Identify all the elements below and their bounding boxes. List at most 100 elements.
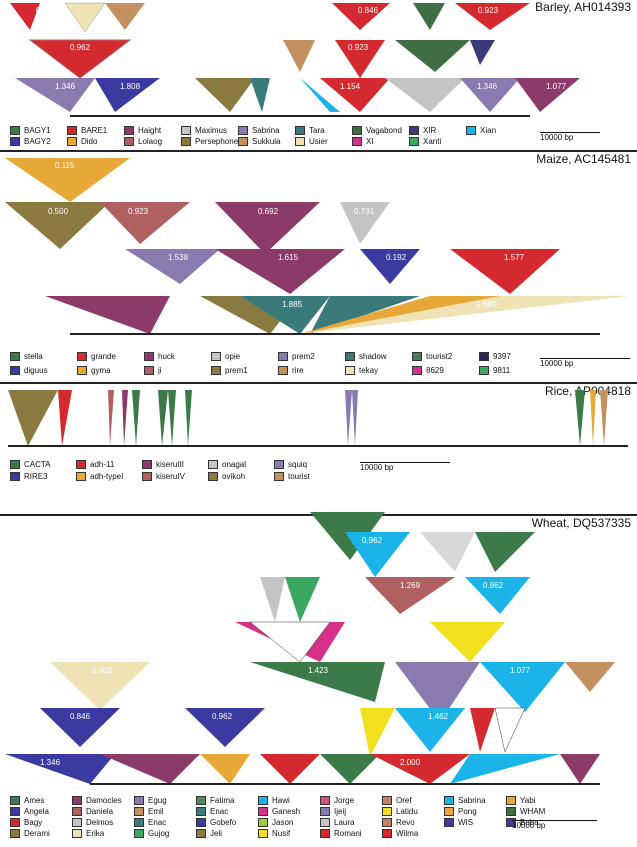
legend-swatch	[409, 126, 419, 136]
wheat-te-diagram: 0.962 1.269 0.962 1.000 1.423 1.077 0.84…	[5, 512, 615, 785]
legend-swatch	[211, 352, 221, 362]
legend-label: Jorge	[334, 796, 355, 805]
legend-swatch	[479, 366, 489, 376]
legend-label: ovikoh	[222, 472, 246, 481]
legend-item: kiseruIV	[142, 472, 185, 482]
svg-text:1.154: 1.154	[340, 82, 361, 91]
legend-item: Gujog	[134, 829, 169, 839]
legend-label: Jeli	[210, 829, 223, 838]
legend-swatch	[211, 366, 221, 376]
legend-item: BAGY1	[10, 126, 51, 136]
legend-label: tourist	[288, 472, 310, 481]
legend-swatch	[124, 126, 134, 136]
legend-label: Erika	[86, 829, 105, 838]
svg-text:0.962: 0.962	[483, 581, 504, 590]
legend-item: Nusif	[258, 829, 290, 839]
legend-swatch	[144, 352, 154, 362]
wheat-legend: Ames Damocles Egug Fatima Hawi Jorge Oref Sabri…	[10, 796, 550, 844]
legend-label: Ijeij	[334, 807, 347, 816]
legend-swatch	[382, 796, 392, 806]
legend-item: 9811	[479, 366, 510, 376]
legend-item: Romani	[320, 829, 362, 839]
legend-swatch	[134, 829, 144, 839]
legend-swatch	[77, 366, 87, 376]
legend-label: stella	[24, 352, 43, 361]
svg-text:0.923: 0.923	[478, 6, 499, 15]
svg-text:1.346: 1.346	[477, 82, 498, 91]
legend-swatch	[208, 460, 218, 470]
svg-text:1.577: 1.577	[504, 253, 525, 262]
legend-swatch	[506, 796, 516, 806]
wheat-panel: Wheat, DQ537335 0.962 1.269 0.	[0, 512, 637, 847]
scale-bar	[540, 350, 630, 359]
legend-label: Emil	[148, 807, 164, 816]
legend-item: opie	[211, 352, 240, 362]
legend-item: Pong	[444, 807, 477, 817]
legend-label: Boba	[520, 818, 539, 827]
legend-swatch	[258, 829, 268, 839]
barley-panel: Barley, AH014393 0.923 0.846 0.923 0.962…	[0, 0, 637, 150]
legend-label: RIRE3	[24, 472, 48, 481]
legend-item: Ganesh	[258, 807, 300, 817]
legend-swatch	[412, 352, 422, 362]
legend-swatch	[208, 472, 218, 482]
legend-label: 8629	[426, 366, 444, 375]
legend-label: Daniela	[86, 807, 114, 816]
legend-label: Revo	[396, 818, 415, 827]
legend-swatch	[352, 137, 362, 147]
legend-label: shadow	[359, 352, 387, 361]
legend-item: Lolaog	[124, 137, 162, 147]
maize-scale: 10000 bp	[540, 350, 630, 368]
legend-item: Boba	[506, 818, 539, 828]
legend-item: prem1	[211, 366, 248, 376]
svg-text:0.923: 0.923	[128, 207, 149, 216]
legend-item: Xian	[466, 126, 496, 136]
legend-item: squiq	[274, 460, 307, 470]
legend-swatch	[479, 352, 489, 362]
svg-text:0.500: 0.500	[48, 207, 69, 216]
legend-item: Oref	[382, 796, 412, 806]
legend-label: Jason	[272, 818, 294, 827]
legend-swatch	[10, 126, 20, 136]
svg-text:0.962: 0.962	[212, 712, 233, 721]
legend-label: Maximus	[195, 126, 228, 135]
legend-swatch	[258, 807, 268, 817]
legend-item: shadow	[345, 352, 387, 362]
legend-label: prem2	[292, 352, 315, 361]
rice-te-diagram	[8, 390, 628, 447]
legend-label: Ganesh	[272, 807, 301, 816]
legend-item: Ijeij	[320, 807, 346, 817]
legend-label: Hawi	[272, 796, 290, 805]
legend-swatch	[320, 829, 330, 839]
svg-text:0.846: 0.846	[70, 712, 91, 721]
maize-legend: stella grande huck opie prem2 shadow tourist2 9…	[10, 352, 520, 376]
svg-text:0.846: 0.846	[358, 6, 379, 15]
legend-swatch	[134, 818, 144, 828]
legend-label: 9397	[493, 352, 511, 361]
svg-text:1.538: 1.538	[168, 253, 189, 262]
svg-text:1.885: 1.885	[476, 300, 497, 309]
legend-label: Gujog	[148, 829, 170, 838]
svg-text:0.923: 0.923	[36, 6, 57, 15]
legend-item: tourist	[274, 472, 310, 482]
legend-item: grande	[77, 352, 116, 362]
legend-label: Haight	[138, 126, 162, 135]
legend-item: Erika	[72, 829, 104, 839]
legend-swatch	[196, 829, 206, 839]
legend-swatch	[382, 829, 392, 839]
legend-swatch	[274, 472, 284, 482]
legend-item: rire	[278, 366, 304, 376]
legend-swatch	[142, 472, 152, 482]
legend-swatch	[124, 137, 134, 147]
legend-swatch	[506, 807, 516, 817]
legend-item: WIS	[444, 818, 473, 828]
legend-swatch	[409, 137, 419, 147]
legend-item: tourist2	[412, 352, 452, 362]
legend-label: BAGY2	[24, 137, 51, 146]
maize-panel: Maize, AC145481 0.115 0.500 0.923 0.692 …	[0, 152, 637, 382]
barley-title: Barley, AH014393	[535, 0, 631, 14]
legend-item: Gobefo	[196, 818, 236, 828]
rice-panel: Rice, AP004818 CACTA adh-11 kiseruIII onaga…	[0, 384, 637, 514]
wheat-scale: 10000 bp	[512, 812, 597, 830]
legend-item: Tara	[295, 126, 325, 136]
